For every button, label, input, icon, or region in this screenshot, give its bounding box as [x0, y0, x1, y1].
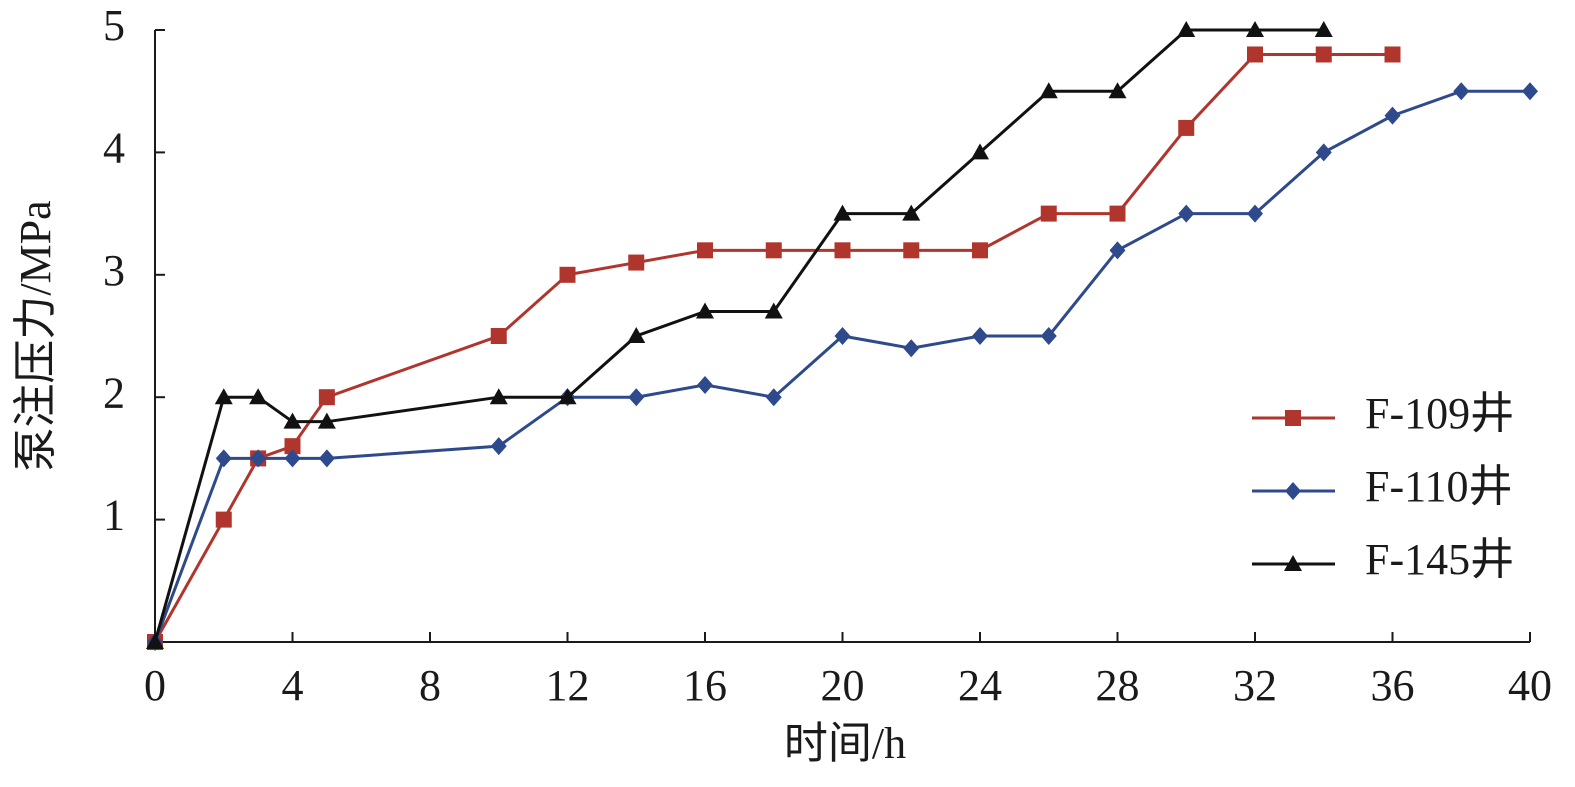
marker [284, 438, 301, 455]
marker [764, 302, 783, 319]
marker [971, 143, 989, 160]
marker [214, 388, 233, 405]
marker [1247, 46, 1263, 63]
marker [765, 242, 782, 259]
marker [697, 242, 713, 259]
y-tick-label: 5 [103, 1, 125, 50]
x-tick-label: 0 [144, 661, 166, 710]
x-tick-label: 20 [821, 661, 865, 710]
marker [1315, 143, 1332, 162]
x-tick-label: 12 [546, 661, 590, 710]
marker [697, 375, 713, 394]
legend-label: F-110井 [1365, 462, 1513, 511]
marker [627, 327, 646, 343]
marker [1247, 204, 1263, 223]
marker [1040, 327, 1057, 345]
y-tick-label: 2 [103, 368, 125, 417]
marker [146, 633, 164, 649]
marker [249, 388, 268, 405]
marker [283, 412, 302, 429]
marker [1453, 82, 1470, 101]
marker [284, 449, 301, 468]
marker [765, 388, 782, 407]
marker [1384, 106, 1401, 125]
marker [317, 412, 336, 429]
y-tick-label: 3 [103, 246, 125, 295]
marker [215, 511, 232, 528]
y-axis-label: 泵注压力/MPa [11, 200, 60, 471]
marker [628, 254, 645, 271]
marker [1108, 82, 1127, 99]
marker [902, 204, 921, 221]
x-tick-label: 40 [1508, 661, 1552, 710]
marker [1178, 204, 1195, 223]
marker [1039, 82, 1058, 99]
marker [318, 449, 335, 468]
marker [628, 388, 645, 407]
x-tick-label: 16 [683, 661, 727, 710]
y-tick-label: 1 [103, 491, 125, 540]
x-tick-label: 24 [958, 661, 1002, 710]
marker [1109, 241, 1126, 260]
marker [972, 242, 988, 259]
legend-marker [1285, 410, 1301, 426]
marker [696, 302, 714, 319]
series-line [153, 28, 1324, 643]
marker [1040, 205, 1057, 222]
marker [1522, 82, 1538, 101]
marker [558, 388, 577, 405]
legend-label: F-145井 [1365, 535, 1514, 584]
marker [215, 449, 232, 468]
marker [1384, 46, 1401, 63]
x-tick-label: 32 [1233, 661, 1277, 710]
legend-label: F-109井 [1365, 389, 1514, 438]
marker [1246, 21, 1264, 37]
marker [1178, 119, 1195, 136]
marker [834, 242, 851, 259]
marker [318, 389, 335, 406]
y-tick-label: 4 [103, 123, 125, 172]
legend-marker [1285, 482, 1301, 500]
marker [559, 266, 576, 283]
marker [1177, 21, 1196, 37]
x-axis-label: 时间/h [784, 719, 906, 768]
x-tick-label: 36 [1371, 661, 1415, 710]
marker [903, 339, 920, 358]
series-line [153, 52, 1393, 643]
marker [250, 449, 267, 468]
marker [1315, 46, 1332, 63]
marker [1314, 21, 1333, 37]
marker [833, 204, 852, 221]
legend-marker [1284, 555, 1302, 571]
marker [834, 327, 851, 345]
marker [489, 388, 508, 405]
marker [490, 437, 507, 456]
x-tick-label: 28 [1096, 661, 1140, 710]
x-tick-label: 8 [419, 661, 441, 710]
marker [903, 242, 920, 259]
x-tick-label: 4 [282, 661, 304, 710]
marker [490, 328, 507, 344]
marker [1109, 205, 1126, 222]
marker [972, 327, 988, 345]
series-line [153, 89, 1530, 643]
